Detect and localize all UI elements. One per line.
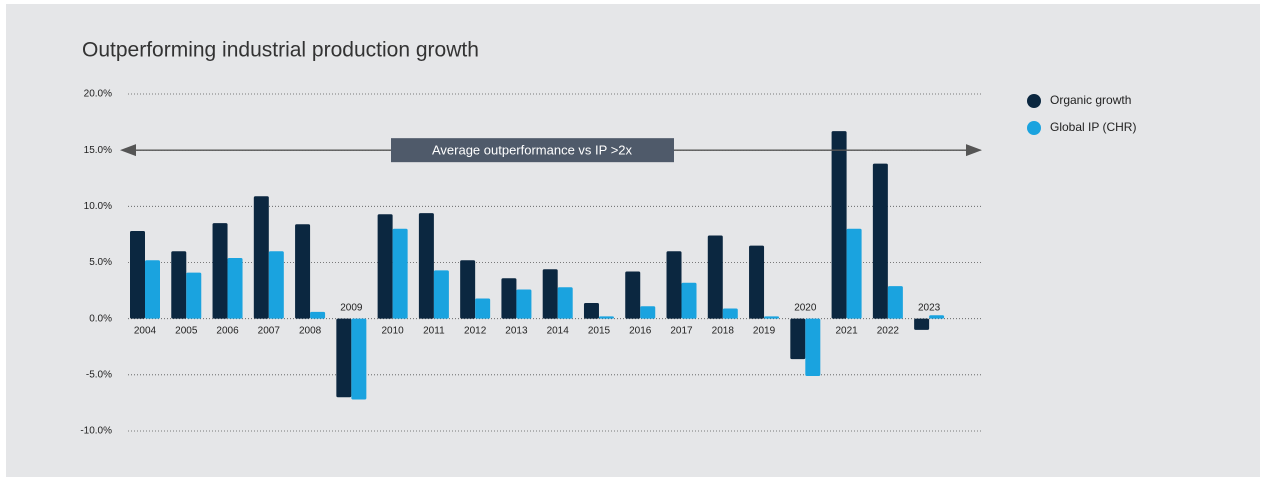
bar: [681, 282, 697, 319]
y-tick-label: 0.0%: [89, 313, 112, 324]
bar: [227, 258, 243, 319]
x-tick-label: 2019: [753, 325, 776, 336]
y-tick-label: 5.0%: [89, 257, 112, 268]
bar: [625, 271, 641, 319]
y-tick-label: -5.0%: [86, 369, 112, 380]
bar: [914, 318, 930, 330]
y-tick-label: 10.0%: [84, 201, 112, 212]
bar: [872, 163, 888, 319]
bar: [268, 251, 284, 319]
bar: [418, 213, 434, 319]
bar: [310, 311, 326, 319]
x-tick-label: 2009: [340, 302, 363, 313]
x-tick-label: 2011: [423, 325, 445, 336]
bar: [831, 131, 847, 319]
bar: [640, 306, 656, 319]
y-tick-label: 20.0%: [84, 89, 112, 100]
legend-swatch: [1027, 121, 1041, 135]
bar: [722, 308, 738, 319]
legend-label: Global IP (CHR): [1050, 120, 1136, 134]
annotation-box: [391, 138, 674, 163]
bar: [707, 235, 723, 319]
bar: [542, 269, 558, 319]
x-tick-label: 2014: [547, 325, 570, 336]
bar: [887, 286, 903, 319]
bar: [295, 224, 311, 319]
x-tick-label: 2021: [835, 325, 858, 336]
y-tick-label: -10.0%: [80, 426, 112, 437]
bar: [501, 278, 517, 319]
bar: [460, 260, 476, 319]
bar: [392, 228, 408, 319]
x-tick-label: 2023: [918, 302, 941, 313]
x-tick-label: 2012: [464, 325, 487, 336]
x-tick-label: 2004: [134, 325, 157, 336]
bar: [145, 260, 160, 319]
x-tick-label: 2008: [299, 325, 322, 336]
x-tick-label: 2022: [877, 325, 900, 336]
bar: [557, 287, 573, 319]
chart-title: Outperforming industrial production grow…: [82, 39, 479, 62]
x-tick-label: 2020: [794, 302, 817, 313]
bar: [212, 223, 228, 319]
x-tick-label: 2015: [588, 325, 611, 336]
x-tick-label: 2007: [258, 325, 281, 336]
bar: [764, 316, 780, 319]
bar: [583, 302, 599, 319]
bar: [253, 196, 269, 319]
legend-label: Organic growth: [1050, 93, 1131, 107]
x-tick-label: 2018: [712, 325, 735, 336]
bar: [336, 318, 352, 398]
bar: [846, 228, 862, 319]
annotation: Average outperformance vs IP >2x: [432, 143, 633, 158]
arrow-head: [120, 144, 136, 157]
x-tick-label: 2016: [629, 325, 652, 336]
bar: [171, 251, 187, 319]
x-tick-label: 2006: [216, 325, 239, 336]
x-tick-label: 2013: [505, 325, 528, 336]
bar: [186, 272, 202, 319]
bar: [433, 270, 449, 319]
x-tick-label: 2005: [175, 325, 198, 336]
bar: [351, 318, 367, 400]
arrow-head: [966, 144, 982, 157]
x-tick-label: 2017: [670, 325, 693, 336]
legend-swatch: [1027, 94, 1041, 108]
bar: [130, 231, 145, 319]
bar: [475, 298, 491, 319]
bar: [666, 251, 682, 319]
bar: [749, 245, 765, 319]
panel: [6, 4, 1260, 477]
bar: [790, 318, 806, 360]
bar: [377, 214, 393, 319]
y-tick-label: 15.0%: [84, 145, 112, 156]
bar: [598, 316, 614, 319]
x-tick-label: 2010: [381, 325, 404, 336]
bar: [805, 318, 821, 376]
bar: [929, 315, 945, 319]
bar: [516, 289, 532, 319]
